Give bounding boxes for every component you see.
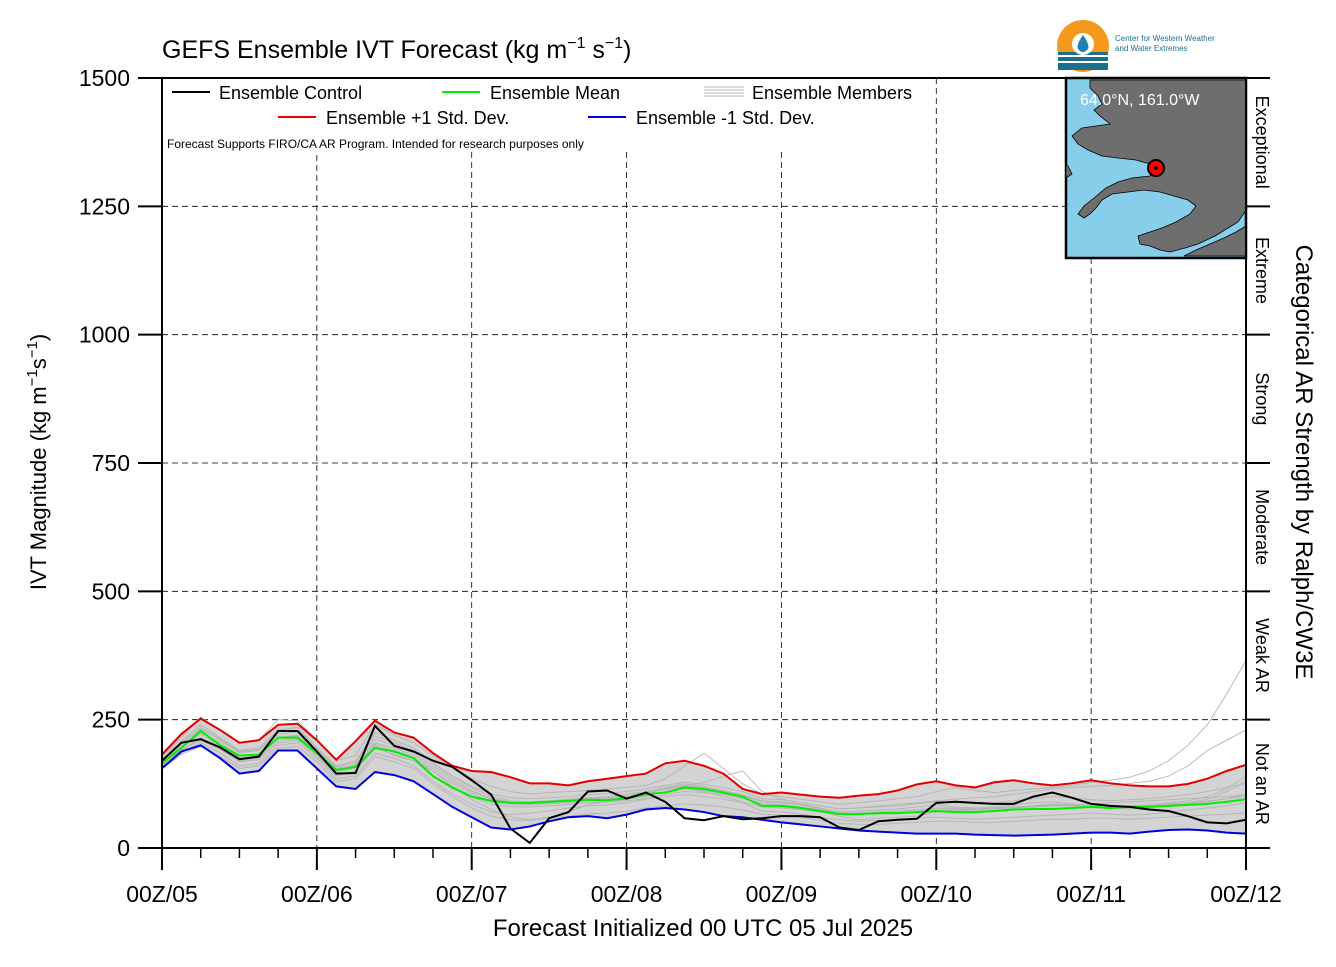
control-line <box>161 724 1247 845</box>
minus-sd-line <box>161 744 1247 837</box>
map-inset: 64.0°N, 161.0°W <box>1064 76 1248 260</box>
y-tick-label: 1250 <box>79 193 130 219</box>
plus-sd-line <box>161 717 1247 799</box>
legend-members-swatch <box>704 86 744 97</box>
map-land-chukotka <box>1065 165 1073 179</box>
logo-line-1: Center for Western Weather <box>1115 34 1215 43</box>
x-tick-label: 00Z/12 <box>1210 881 1282 907</box>
grid-lines <box>162 78 1246 848</box>
category-label: Not an AR <box>1252 743 1272 825</box>
member-line <box>161 726 1247 810</box>
x-tick-label: 00Z/09 <box>746 881 818 907</box>
x-tick-label: 00Z/08 <box>591 881 663 907</box>
member-line <box>161 737 1247 821</box>
x-tick-label: 00Z/10 <box>900 881 972 907</box>
y-tick-label: 0 <box>117 835 130 861</box>
legend-minus-sd-label: Ensemble -1 Std. Dev. <box>636 108 815 128</box>
research-note: Forecast Supports FIRO/CA AR Program. In… <box>167 137 584 151</box>
mean-line <box>161 729 1247 816</box>
spread-fill <box>162 718 1246 836</box>
category-label: Exceptional <box>1252 96 1272 189</box>
y-tick-label: 500 <box>92 578 130 604</box>
y-tick-label: 250 <box>92 707 130 733</box>
chart-title: GEFS Ensemble IVT Forecast (kg m−1 s−1) <box>162 35 632 64</box>
member-line <box>161 660 1247 805</box>
y-tick-label: 1500 <box>79 65 130 91</box>
x-axis-label: Forecast Initialized 00 UTC 05 Jul 2025 <box>493 915 913 942</box>
x-tick-label: 00Z/05 <box>126 881 198 907</box>
logo-drop-icon <box>1077 35 1089 52</box>
ensemble-lines <box>161 717 1247 845</box>
category-label: Moderate <box>1252 489 1272 565</box>
category-label: Strong <box>1252 372 1272 425</box>
right-axis-label: Categorical AR Strength by Ralph/CW3E <box>1290 245 1317 680</box>
y-tick-label: 1000 <box>79 322 130 348</box>
member-line <box>161 724 1247 813</box>
legend-control-label: Ensemble Control <box>219 83 362 103</box>
logo-line-2: and Water Extremes <box>1115 44 1188 53</box>
legend-members-label: Ensemble Members <box>752 83 912 103</box>
member-line <box>161 733 1247 814</box>
x-tick-label: 00Z/07 <box>436 881 508 907</box>
member-line <box>161 745 1247 825</box>
legend-mean-label: Ensemble Mean <box>490 83 620 103</box>
y-axis-label: IVT Magnitude (kg m−1s−1) <box>24 334 51 590</box>
y-tick-label: 750 <box>92 450 130 476</box>
map-location-label: 64.0°N, 161.0°W <box>1080 92 1200 109</box>
legend: Ensemble Control Ensemble Mean Ensemble … <box>167 83 912 151</box>
category-label: Extreme <box>1252 237 1272 304</box>
member-line <box>161 742 1247 822</box>
axes: 0 250 500 750 1000 1250 1500 00Z/05 00Z/06 00Z/07… <box>79 65 1282 907</box>
spread-band <box>162 718 1246 836</box>
legend-plus-sd-label: Ensemble +1 Std. Dev. <box>326 108 509 128</box>
x-tick-label: 00Z/11 <box>1056 881 1126 907</box>
map-land-peninsula <box>1183 225 1247 257</box>
x-tick-label: 00Z/06 <box>281 881 353 907</box>
cw3e-logo: Center for Western Weather and Water Ext… <box>1057 20 1215 72</box>
category-label: Weak AR <box>1252 618 1272 693</box>
